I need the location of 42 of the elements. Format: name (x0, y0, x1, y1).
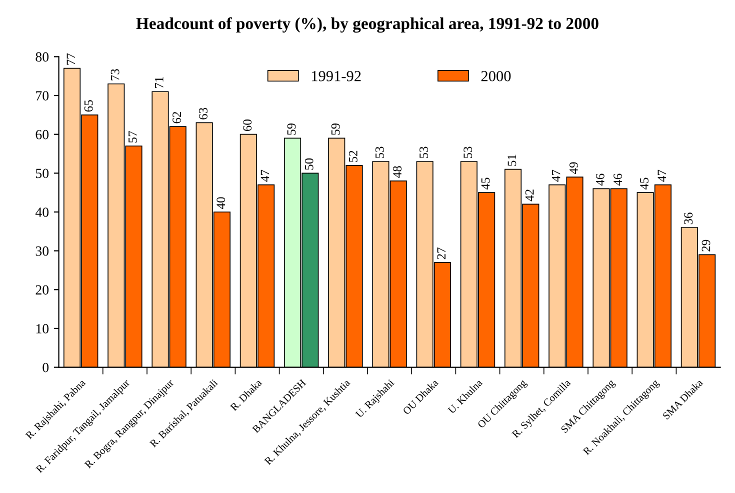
data-label: 73 (110, 69, 120, 80)
data-label: 49 (570, 162, 578, 174)
data-label: 27 (437, 248, 446, 260)
y-tick-label: 60 (36, 130, 49, 140)
data-label: 57 (128, 131, 137, 142)
data-label: 60 (243, 120, 252, 132)
data-label: 71 (154, 77, 164, 88)
y-tick-label: 50 (36, 168, 49, 178)
y-tick-label: 80 (36, 52, 49, 62)
data-label: 46 (614, 174, 622, 186)
y-tick-label: 30 (36, 246, 49, 256)
y-tick-label: 20 (36, 285, 49, 295)
data-label: 45 (481, 178, 490, 190)
data-label: 77 (66, 53, 76, 65)
data-label: 53 (375, 146, 384, 158)
data-label: 52 (349, 150, 358, 162)
data-label: 63 (199, 108, 208, 120)
data-label: 50 (304, 158, 314, 170)
data-label: 46 (596, 174, 604, 186)
data-label: 29 (702, 240, 710, 252)
data-label: 40 (216, 197, 226, 209)
data-label: 45 (640, 178, 648, 190)
data-label: 47 (260, 170, 270, 182)
y-tick-label: 40 (35, 208, 49, 217)
legend-label: 2000 (481, 70, 511, 82)
data-label: 42 (525, 190, 534, 202)
data-label: 59 (287, 123, 296, 135)
data-label: 65 (84, 100, 93, 112)
data-label: 48 (393, 166, 402, 178)
data-label: 53 (464, 146, 472, 158)
data-label: 53 (420, 146, 428, 158)
legend-label: 1991-92 (312, 71, 361, 82)
y-tick-label: 0 (42, 362, 49, 372)
y-tick-label: 70 (36, 91, 49, 100)
data-label: 59 (331, 123, 340, 135)
data-label: 47 (552, 170, 560, 182)
chart-title: Headcount of poverty (%), by geographical area, 1991-92 to 2000 (136, 17, 598, 33)
data-label: 62 (172, 112, 181, 124)
data-label: 36 (684, 212, 693, 224)
y-tick-label: 10 (36, 324, 49, 334)
data-label: 51 (508, 154, 516, 166)
data-label: 47 (658, 170, 666, 182)
